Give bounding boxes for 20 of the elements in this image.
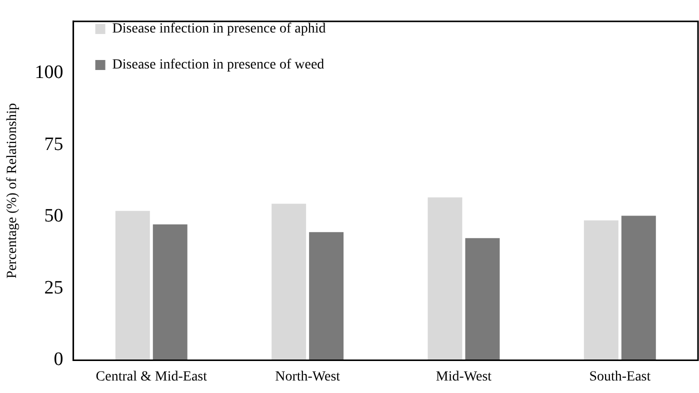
y-tick-label: 0 xyxy=(54,349,64,370)
bar xyxy=(428,197,462,360)
x-tick-label: North-West xyxy=(275,369,340,384)
bar xyxy=(584,220,618,360)
y-tick-label: 50 xyxy=(44,206,64,227)
y-tick-label: 75 xyxy=(44,134,64,155)
bar xyxy=(309,232,344,360)
y-axis-title: Percentage (%) of Relationship xyxy=(5,103,20,278)
bar xyxy=(115,210,150,360)
x-tick-label: South-East xyxy=(589,369,651,384)
x-tick-label: Central & Mid-East xyxy=(96,369,208,384)
bar xyxy=(272,204,306,360)
legend-label: Disease infection in presence of aphid xyxy=(112,22,326,37)
bar xyxy=(465,238,500,360)
bar xyxy=(152,224,188,360)
legend-label: Disease infection in presence of weed xyxy=(112,58,324,73)
y-tick-label: 100 xyxy=(34,62,64,84)
y-tick-label: 25 xyxy=(44,277,64,298)
bar xyxy=(621,216,656,360)
x-tick-label: Mid-West xyxy=(436,369,492,384)
